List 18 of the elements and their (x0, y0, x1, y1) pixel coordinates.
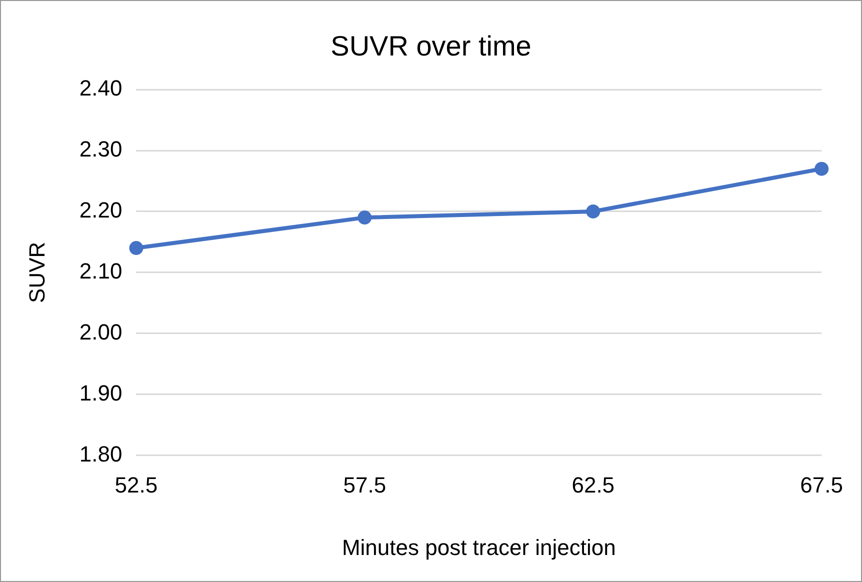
y-tick-label: 2.20 (79, 198, 122, 223)
y-tick-label: 2.30 (79, 136, 122, 162)
y-axis-title: SUVR (24, 242, 50, 303)
point (814, 162, 829, 176)
y-tick-label: 2.40 (79, 76, 122, 101)
point (358, 210, 372, 225)
x-tick-label: 62.5 (572, 472, 615, 498)
point (129, 241, 144, 256)
y-tick-label: 1.80 (79, 441, 122, 466)
y-tick-label: 1.90 (79, 380, 122, 406)
point (586, 204, 600, 218)
chart-title: SUVR over time (330, 30, 532, 62)
x-tick-label: 67.5 (800, 472, 844, 498)
x-axis-title: Minutes post tracer injection (342, 534, 616, 560)
y-tick-label: 2.00 (79, 319, 122, 344)
x-tick-label: 52.5 (114, 472, 158, 498)
x-tick-label: 57.5 (343, 472, 386, 498)
y-tick-label: 2.10 (79, 258, 122, 284)
